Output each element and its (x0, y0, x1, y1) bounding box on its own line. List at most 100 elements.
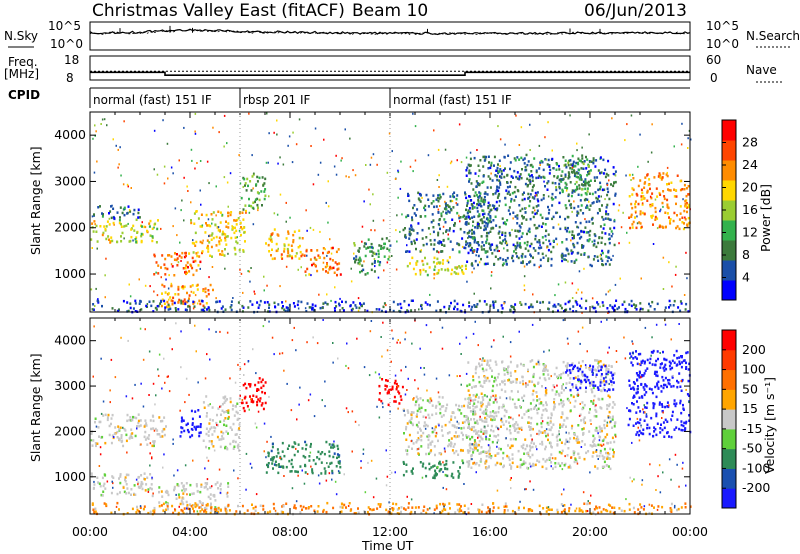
heatmap-cell (91, 215, 94, 218)
heatmap-cell (355, 255, 358, 258)
heatmap-cell (441, 262, 444, 265)
heatmap-cell (547, 121, 549, 124)
heatmap-cell (515, 421, 518, 424)
heatmap-cell (529, 149, 531, 151)
heatmap-cell (511, 453, 514, 456)
heatmap-cell (460, 448, 462, 452)
heatmap-cell (237, 417, 240, 421)
heatmap-cell (604, 217, 607, 220)
heatmap-cell (535, 362, 538, 366)
heatmap-cell (483, 228, 486, 232)
heatmap-cell (607, 213, 610, 216)
heatmap-cell (194, 130, 196, 133)
heatmap-cell (469, 446, 472, 450)
heatmap-cell (654, 206, 657, 210)
heatmap-cell (598, 364, 600, 368)
heatmap-cell (534, 249, 537, 252)
heatmap-cell (476, 250, 478, 253)
heatmap-cell (472, 375, 475, 378)
heatmap-cell (399, 187, 402, 190)
heatmap-cell (236, 218, 239, 222)
heatmap-cell (440, 214, 443, 218)
heatmap-cell (214, 223, 217, 227)
heatmap-cell (690, 138, 692, 141)
heatmap-cell (594, 234, 597, 238)
heatmap-cell (105, 237, 108, 241)
heatmap-cell (353, 242, 356, 245)
heatmap-cell (564, 181, 567, 185)
heatmap-cell (146, 476, 149, 479)
heatmap-cell (662, 379, 665, 382)
heatmap-cell (631, 364, 634, 367)
heatmap-cell (202, 401, 205, 404)
heatmap-cell (287, 308, 290, 312)
heatmap-cell (433, 273, 436, 276)
heatmap-cell (606, 182, 609, 186)
heatmap-cell (594, 408, 597, 412)
heatmap-cell (592, 157, 595, 160)
heatmap-cell (293, 441, 296, 444)
heatmap-cell (160, 304, 163, 308)
heatmap-cell (494, 378, 497, 382)
heatmap-cell (154, 306, 157, 310)
heatmap-cell (466, 449, 469, 452)
heatmap-cell (361, 225, 364, 228)
heatmap-cell (559, 426, 561, 429)
heatmap-cell (370, 156, 373, 159)
heatmap-cell (488, 210, 491, 214)
heatmap-cell (572, 367, 575, 370)
heatmap-cell (137, 413, 140, 416)
heatmap-cell (650, 216, 653, 219)
heatmap-cell (558, 185, 561, 189)
heatmap-cell (409, 262, 411, 265)
heatmap-cell (336, 444, 339, 448)
heatmap-cell (661, 225, 664, 229)
heatmap-cell (563, 310, 565, 313)
heatmap-cell (565, 440, 568, 443)
heatmap-cell (440, 405, 443, 408)
heatmap-cell (253, 172, 255, 175)
heatmap-cell (205, 415, 208, 418)
heatmap-cell (312, 228, 315, 231)
heatmap-cell (481, 221, 484, 225)
heatmap-cell (153, 129, 156, 132)
heatmap-cell (153, 253, 156, 257)
heatmap-cell (580, 230, 583, 233)
heatmap-cell (372, 219, 375, 222)
heatmap-cell (606, 307, 609, 310)
heatmap-cell (478, 191, 481, 194)
heatmap-cell (502, 403, 505, 407)
heatmap-cell (499, 165, 501, 168)
heatmap-cell (231, 408, 234, 411)
heatmap-cell (324, 470, 327, 473)
heatmap-cell (573, 234, 575, 238)
heatmap-cell (496, 185, 499, 188)
heatmap-cell (544, 364, 547, 367)
heatmap-cell (161, 283, 164, 287)
heatmap-cell (363, 245, 366, 248)
heatmap-cell (662, 421, 665, 424)
heatmap-cell (601, 465, 604, 469)
heatmap-cell (439, 468, 442, 471)
heatmap-cell (543, 377, 546, 380)
heatmap-cell (519, 466, 522, 469)
heatmap-cell (664, 383, 667, 387)
heatmap-cell (602, 227, 605, 230)
heatmap-cell (215, 509, 218, 513)
heatmap-cell (99, 485, 102, 488)
heatmap-cell (571, 230, 574, 233)
heatmap-cell (661, 428, 664, 432)
heatmap-cell (454, 222, 456, 225)
heatmap-cell (544, 447, 547, 451)
heatmap-cell (514, 303, 517, 306)
heatmap-cell (146, 443, 149, 446)
heatmap-cell (685, 251, 687, 254)
heatmap-cell (120, 436, 123, 439)
heatmap-cell (550, 446, 553, 449)
heatmap-cell (231, 428, 233, 431)
heatmap-cell (504, 143, 506, 146)
heatmap-cell (131, 418, 134, 422)
heatmap-cell (661, 201, 664, 205)
heatmap-cell (257, 209, 259, 212)
heatmap-cell (318, 256, 321, 259)
